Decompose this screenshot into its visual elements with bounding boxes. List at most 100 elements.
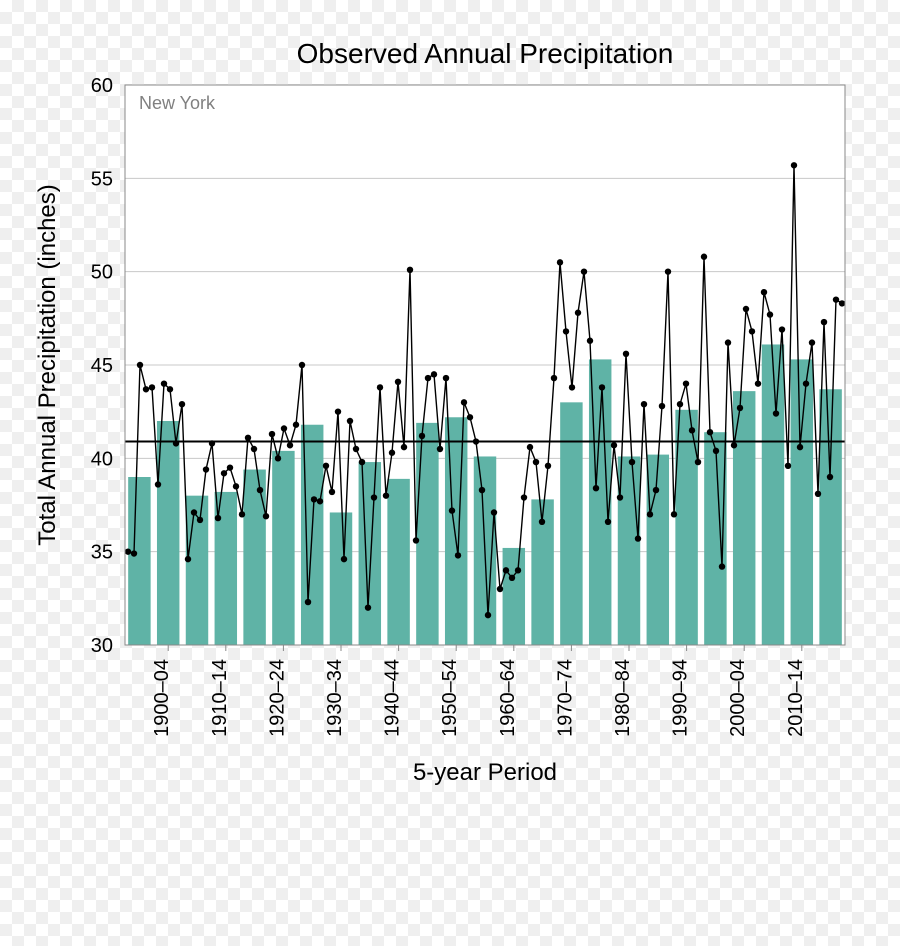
bar (791, 359, 813, 645)
annual-point (473, 438, 479, 444)
annual-point (605, 519, 611, 525)
annual-point (593, 485, 599, 491)
annual-point (251, 446, 257, 452)
annual-point (761, 289, 767, 295)
y-tick-label: 35 (91, 542, 113, 564)
x-tick-label: 1960–64 (497, 659, 519, 737)
annual-point (803, 380, 809, 386)
annual-point (635, 535, 641, 541)
annual-point (743, 306, 749, 312)
annual-point (371, 494, 377, 500)
annual-point (305, 599, 311, 605)
annual-point (149, 384, 155, 390)
annual-point (767, 311, 773, 317)
annual-point (449, 507, 455, 513)
annual-point (725, 339, 731, 345)
annual-point (245, 435, 251, 441)
annual-point (329, 489, 335, 495)
annual-point (287, 442, 293, 448)
annual-point (539, 519, 545, 525)
annual-point (821, 319, 827, 325)
y-tick-label: 40 (91, 448, 113, 470)
annual-point (797, 444, 803, 450)
annual-point (533, 459, 539, 465)
annual-point (641, 401, 647, 407)
annual-point (407, 267, 413, 273)
y-tick-label: 55 (91, 168, 113, 190)
annual-point (491, 509, 497, 515)
x-tick-label: 2010–14 (785, 659, 807, 737)
annual-point (257, 487, 263, 493)
annual-point (833, 296, 839, 302)
annual-point (773, 410, 779, 416)
bar (128, 477, 150, 645)
annual-point (527, 444, 533, 450)
annual-point (239, 511, 245, 517)
bar (445, 417, 467, 645)
x-tick-label: 1940–44 (382, 659, 404, 737)
bar (560, 402, 582, 645)
annual-point (683, 380, 689, 386)
annual-point (293, 422, 299, 428)
annual-point (299, 362, 305, 368)
annual-point (785, 463, 791, 469)
annual-point (575, 310, 581, 316)
x-tick-label: 1930–34 (324, 659, 346, 737)
annual-point (233, 483, 239, 489)
chart-container: 303540455055601900–041910–141920–241930–… (0, 0, 900, 946)
annual-point (215, 515, 221, 521)
annual-point (311, 496, 317, 502)
annual-point (689, 427, 695, 433)
y-tick-label: 30 (91, 635, 113, 657)
annual-point (353, 446, 359, 452)
annual-point (599, 384, 605, 390)
annual-point (437, 446, 443, 452)
chart-svg: 303540455055601900–041910–141920–241930–… (0, 0, 900, 946)
annual-point (503, 567, 509, 573)
annual-point (395, 379, 401, 385)
bar (416, 423, 438, 645)
annual-point (755, 380, 761, 386)
annual-point (185, 556, 191, 562)
annual-point (203, 466, 209, 472)
annual-point (401, 444, 407, 450)
chart-title: Observed Annual Precipitation (297, 38, 674, 69)
annual-point (455, 552, 461, 558)
bar (330, 512, 352, 645)
annual-point (695, 459, 701, 465)
bar (359, 462, 381, 645)
annual-point (341, 556, 347, 562)
annual-point (227, 464, 233, 470)
annual-point (485, 612, 491, 618)
annual-point (677, 401, 683, 407)
x-tick-label: 1900–04 (151, 659, 173, 737)
annual-point (611, 442, 617, 448)
bar (272, 451, 294, 645)
annual-point (815, 491, 821, 497)
annual-point (569, 384, 575, 390)
annual-point (137, 362, 143, 368)
annual-point (521, 494, 527, 500)
annual-point (413, 537, 419, 543)
annual-point (701, 254, 707, 260)
annual-point (647, 511, 653, 517)
annual-point (467, 414, 473, 420)
annual-point (749, 328, 755, 334)
annual-point (581, 268, 587, 274)
annual-point (167, 386, 173, 392)
annual-point (461, 399, 467, 405)
annual-point (125, 548, 131, 554)
x-tick-label: 2000–04 (727, 659, 749, 737)
annual-point (209, 440, 215, 446)
x-axis-label: 5-year Period (413, 759, 557, 786)
annual-point (707, 429, 713, 435)
y-tick-label: 60 (91, 75, 113, 97)
annual-point (431, 371, 437, 377)
y-axis-label: Total Annual Precipitation (inches) (34, 184, 61, 546)
bar (647, 455, 669, 645)
annual-point (275, 455, 281, 461)
annual-point (587, 338, 593, 344)
annual-point (197, 517, 203, 523)
bar (186, 496, 208, 645)
annual-point (737, 405, 743, 411)
